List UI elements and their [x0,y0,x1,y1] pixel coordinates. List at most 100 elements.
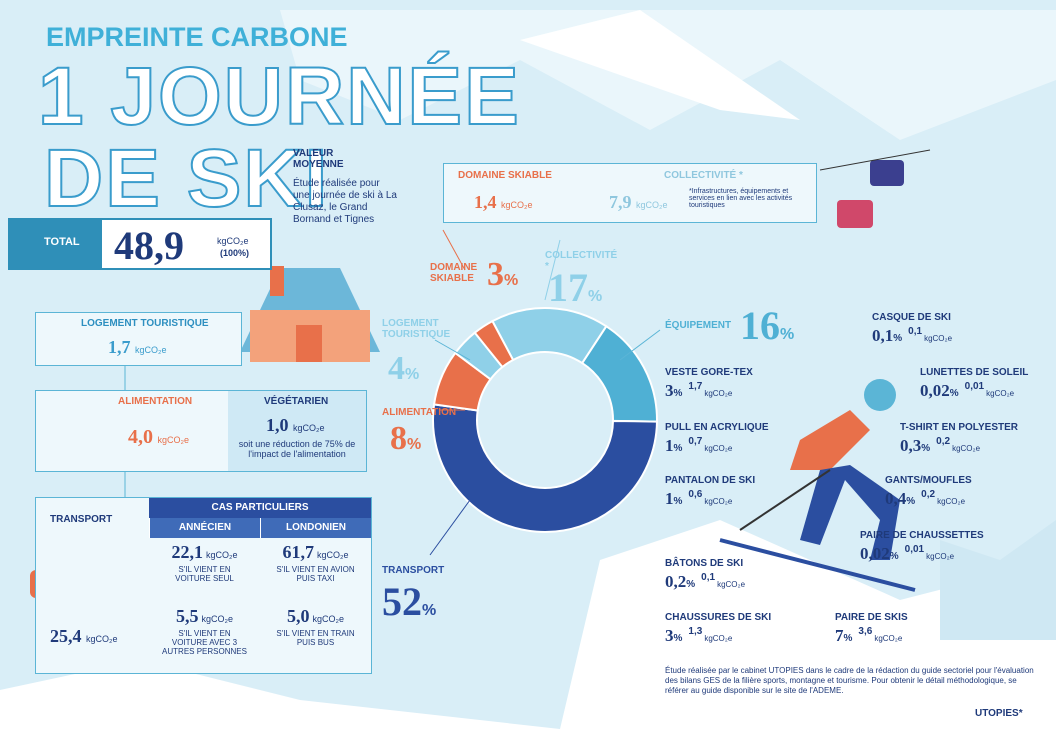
equipment-values: 0,4% 0,2kgCO₂e [885,489,965,509]
title-line-1: 1 JOURNÉE [37,50,521,143]
vegetarien-value-group: 1,0 kgCO₂e [266,415,324,436]
unit: kgCO₂e [704,634,733,643]
segment-label: ÉQUIPEMENT [665,320,732,331]
total-box: 48,9 kgCO₂e (100%) [100,218,272,270]
equipment-pct: 1 [665,436,674,455]
unit: kgCO₂e [201,614,233,624]
unit: kgCO₂e [704,444,733,453]
case: 61,7 kgCO₂e S'IL VIENT EN AVION PUIS TAXI [260,542,371,585]
percent-unit: % [405,366,420,383]
case: 5,5 kgCO₂e S'IL VIENT EN VOITURE AVEC 3 AU… [149,606,260,658]
equipment-label: CASQUE DE SKI [872,312,951,323]
equipment-value: 0,01 [964,381,985,392]
vegetarien-value: 1,0 [266,415,289,435]
total-label-box: TOTAL [8,218,100,270]
transport-label: TRANSPORT [50,514,113,525]
segment-label: LOGEMENT TOURISTIQUE [382,318,451,340]
equipment-label: BÂTONS DE SKI [665,558,744,569]
title-line-2: DE SKI [43,132,330,225]
unit: kgCO₂e [717,580,746,589]
case-note: S'IL VIENT EN VOITURE SEUL [175,565,234,583]
percent-unit: % [673,496,683,507]
total-share: (100%) [220,248,250,258]
segment-value-group: 52% [382,578,436,625]
donut-chart [432,307,659,534]
equipment-values: 0,2% 0,1kgCO₂e [665,572,745,592]
percent-unit: % [893,333,903,344]
logement-value: 1,7 [108,337,131,357]
collectivite-note: *Infrastructures, équipements et service… [689,188,793,209]
equipment-value: 1,7 [688,381,703,392]
percent-unit: % [673,388,683,399]
segment-value: 52 [382,579,422,624]
equipment-values: 0,02% 0,01kgCO₂e [920,381,1014,401]
equipment-label: PAIRE DE SKIS [835,612,908,623]
segment-label: ALIMENTATION [382,407,457,418]
percent-unit: % [889,551,899,562]
case-value: 5,0 [286,606,310,626]
percent-unit: % [504,272,519,289]
equipment-label: GANTS/MOUFLES [885,475,972,486]
column-header: ANNÉCIEN [149,518,260,538]
case-value: 22,1 [171,542,203,562]
equipment-values: 1% 0,6kgCO₂e [665,489,732,509]
equipment-values: 3% 1,3kgCO₂e [665,626,732,646]
segment-label: TRANSPORT [382,565,445,576]
transport-value: 25,4 [50,626,82,646]
equipment-pct: 0,4 [885,489,907,508]
segment-value-group: 16% [740,302,794,349]
collectivite-value: 7,9 [609,192,632,212]
unit: kgCO₂e [986,389,1015,398]
unit: kgCO₂e [157,435,189,445]
unit: kgCO₂e [292,423,325,433]
domaine-label: DOMAINE SKIABLE [458,170,552,181]
unit: kgCO₂e [937,497,966,506]
segment-label: DOMAINE SKIABLE [430,262,478,284]
equipment-pct: 0,1 [872,326,894,345]
alimentation-value-group: 4,0 kgCO₂e [128,426,189,449]
percent-unit: % [921,443,931,454]
unit: kgCO₂e [134,345,167,355]
unit: kgCO₂e [926,552,955,561]
unit: kgCO₂e [952,444,981,453]
logement-value-group: 1,7 kgCO₂e [108,337,166,358]
case-note: S'IL VIENT EN AVION PUIS TAXI [276,565,355,583]
case-value: 61,7 [282,542,314,562]
equipment-value: 0,1 [701,572,716,583]
percent-unit: % [843,633,853,644]
segment-value: 4 [388,350,405,387]
equipment-pct: 7 [835,626,844,645]
equipment-pct: 1 [665,489,674,508]
equipment-values: 3% 1,7kgCO₂e [665,381,732,401]
vegetarien-note: soit une réduction de 75% de l'impact de… [238,439,356,459]
percent-unit: % [407,436,422,453]
equipment-value: 0,7 [688,436,703,447]
cases: ANNÉCIEN LONDONIEN 22,1 kgCO₂e S'IL VIENT EN… [149,518,371,673]
equipment-values: 7% 3,6kgCO₂e [835,626,902,646]
equipment-value: 0,01 [904,544,925,555]
equipment-label: LUNETTES DE SOLEIL [920,367,1029,378]
percent-unit: % [422,602,437,619]
brand: UTOPIES* [975,708,1023,719]
intro-heading: VALEUR MOYENNE [293,148,344,170]
equipment-value: 0,6 [688,489,703,500]
cas-title: CAS PARTICULIERS [149,498,371,518]
segment-value-group: 3% [487,256,518,294]
unit: kgCO₂e [312,614,344,624]
alimentation-value: 4,0 [128,426,153,448]
equipment-label: T-SHIRT EN POLYESTER [900,422,1018,433]
kicker: EMPREINTE CARBONE [46,22,348,52]
unit: kgCO₂e [874,634,903,643]
unit: kgCO₂e [316,550,349,560]
collectivite-label: COLLECTIVITÉ * [664,170,743,181]
alimentation-label: ALIMENTATION [118,396,193,407]
unit: kgCO₂e [85,634,118,644]
case-note: S'IL VIENT EN VOITURE AVEC 3 AUTRES PERS… [162,629,247,656]
segment-value: 8 [390,420,407,457]
equipment-pct: 3 [665,626,674,645]
unit: kgCO₂e [704,497,733,506]
equipment-value: 0,2 [921,489,936,500]
segment-value: 3 [487,256,504,293]
